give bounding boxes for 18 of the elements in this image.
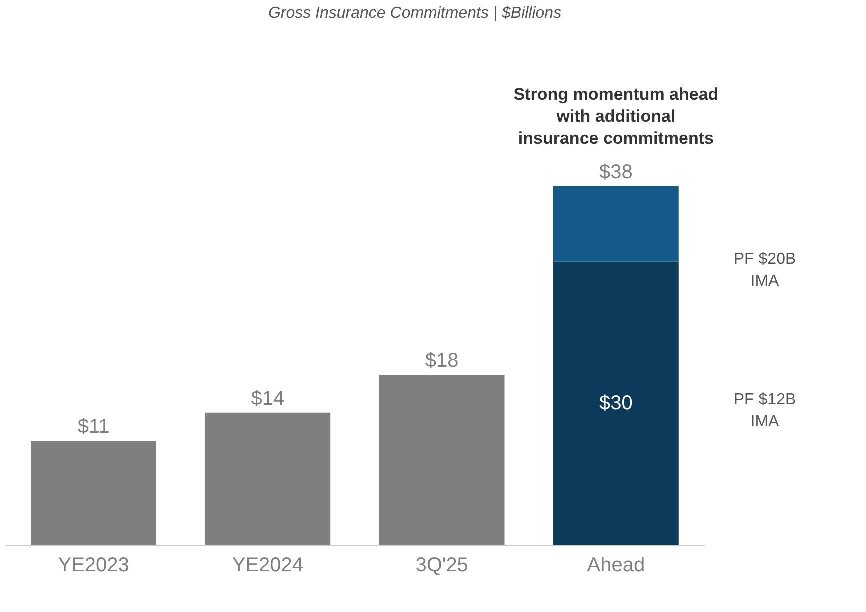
x-tick-label: YE2023 bbox=[58, 554, 130, 576]
chart-title: Gross Insurance Commitments | $Billions bbox=[268, 5, 562, 22]
x-tick-label: Ahead bbox=[587, 554, 646, 576]
data-label: $14 bbox=[251, 388, 285, 410]
bar bbox=[31, 441, 156, 545]
data-label: $30 bbox=[600, 392, 633, 414]
bar bbox=[205, 412, 331, 545]
bar bbox=[554, 186, 679, 262]
data-label: $18 bbox=[425, 350, 459, 372]
text: PF $12B IMA bbox=[734, 391, 796, 430]
x-tick-label: YE2024 bbox=[232, 554, 304, 576]
bar bbox=[379, 375, 505, 545]
data-label: $11 bbox=[78, 416, 110, 438]
text: Strong momentum ahead with additional insurance commitments bbox=[514, 85, 719, 148]
total-label: $38 bbox=[600, 161, 633, 184]
bar bbox=[554, 262, 679, 545]
text: PF $20B IMA bbox=[734, 251, 796, 290]
x-tick-label: 3Q'25 bbox=[416, 554, 468, 576]
